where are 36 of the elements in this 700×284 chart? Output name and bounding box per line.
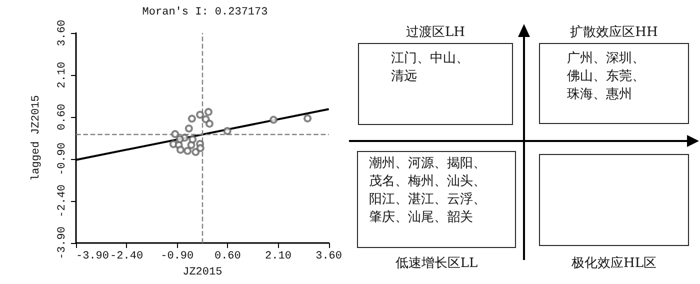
text: 广州、深圳、佛山、东莞、珠海、惠州 — [567, 50, 646, 104]
point — [188, 135, 197, 144]
point — [171, 130, 180, 138]
point — [196, 110, 204, 119]
point — [184, 146, 192, 155]
text: 扩散效应区HH — [569, 24, 659, 42]
chart-title: Moran's I: 0.237173 — [142, 6, 268, 18]
x-tick-label: -2.40 — [110, 250, 144, 262]
text: 极化效应HL区 — [570, 255, 658, 273]
y-tick-label: -0.90 — [56, 142, 68, 176]
point — [223, 127, 232, 135]
y-axis-title: lagged JZ2015 — [30, 95, 42, 181]
text: 低速增长区LL — [394, 255, 479, 273]
point — [196, 144, 204, 152]
x-axis-title: JZ2015 — [182, 266, 222, 278]
point — [205, 120, 214, 128]
y-tick-label: 2.10 — [56, 62, 68, 88]
x-tick-label: 0.60 — [214, 250, 241, 262]
y-tick-label: -2.40 — [56, 184, 68, 218]
x-tick-label: -0.90 — [160, 250, 194, 262]
x-tick-label: 2.10 — [265, 250, 292, 262]
point — [192, 148, 200, 156]
point — [204, 108, 212, 116]
text: 过渡区LH — [405, 24, 466, 42]
point — [188, 114, 196, 123]
point — [184, 124, 193, 132]
text: 潮州、河源、揭阳、茂名、梅州、汕头、阳江、湛江、云浮、肇庆、汕尾、韶关 — [369, 155, 487, 227]
point — [176, 146, 184, 154]
x-tick-label: -3.90 — [76, 250, 110, 262]
y-tick-label: 3.60 — [56, 20, 68, 46]
point — [270, 116, 278, 124]
point — [304, 114, 312, 122]
point — [176, 135, 184, 144]
y-tick-label: 0.60 — [56, 104, 68, 130]
text: 江门、中山、清远 — [391, 50, 470, 86]
x-tick-label: 3.60 — [316, 250, 342, 262]
